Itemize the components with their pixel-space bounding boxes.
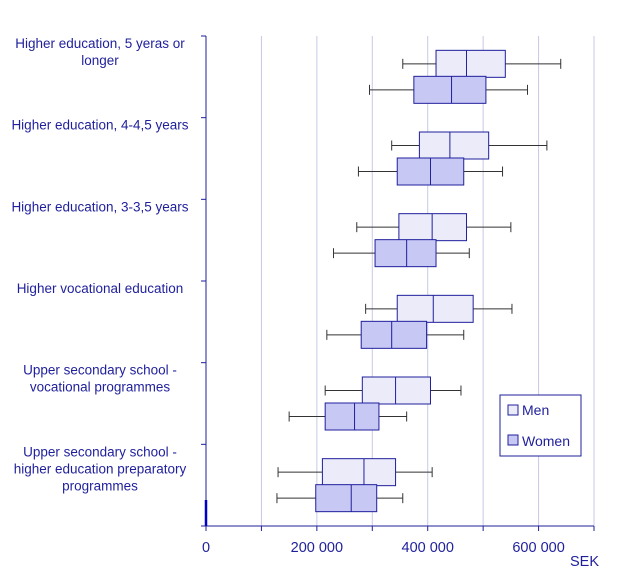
iqr-box [435,49,506,78]
box-women [288,402,408,431]
boxes [276,49,562,513]
box-men [356,213,512,242]
category-label: Upper secondary school - vocational progr… [23,363,177,395]
iqr-box [361,376,431,405]
gridlines [260,36,595,526]
iqr-box [321,458,397,487]
x-tick-label: 600 000 [512,540,564,556]
iqr-box [413,75,487,104]
category-label-line: Upper secondary school - [23,363,177,378]
iqr-box [396,294,474,323]
category-label: Higher education, 5 yeras or longer [15,36,185,68]
category-label: Upper secondary school - higher education… [14,444,187,493]
category-label: Higher education, 4-4,5 years [11,118,188,133]
box-women [357,157,504,186]
category-label-line: vocational programmes [30,380,171,395]
x-tick-label: 0 [202,540,210,556]
legend-swatch-women [507,434,519,446]
iqr-box [398,213,468,242]
x-tick-labels: 0 200 000 400 000 600 000 [202,540,565,556]
box-women [326,320,465,349]
category-label-line: Higher education, 3-3,5 years [11,199,188,214]
legend-swatch-men [507,404,519,416]
category-label-line: programmes [62,478,138,493]
category-labels: Higher education, 5 yeras or longerHigher… [11,36,188,493]
box-women [332,239,470,268]
category-label-line: longer [81,53,119,68]
category-label-line: Higher vocational education [17,281,184,296]
axes [201,35,595,531]
category-label-line: Higher education, 4-4,5 years [11,118,188,133]
category-label: Higher vocational education [17,281,184,296]
x-axis-label: SEK [570,554,599,570]
x-tick-label: 400 000 [402,540,454,556]
category-label-line: Upper secondary school - [23,444,177,459]
iqr-box [315,484,378,513]
iqr-box [374,239,437,268]
legend: Men Women [499,394,582,457]
box-men [324,376,462,405]
category-label-line: higher education preparatory [14,461,187,476]
category-label-line: Higher education, 5 yeras or [15,36,185,51]
iqr-box [324,402,380,431]
box-men [391,131,548,160]
legend-label-women: Women [522,433,570,449]
iqr-box [360,320,428,349]
category-label: Higher education, 3-3,5 years [11,199,188,214]
legend-label-men: Men [522,402,549,418]
x-tick-label: 200 000 [291,540,343,556]
box-men [402,49,562,78]
iqr-box [418,131,490,160]
box-women [276,484,404,513]
box-men [277,458,433,487]
box-women [369,75,528,104]
box-men [365,294,513,323]
